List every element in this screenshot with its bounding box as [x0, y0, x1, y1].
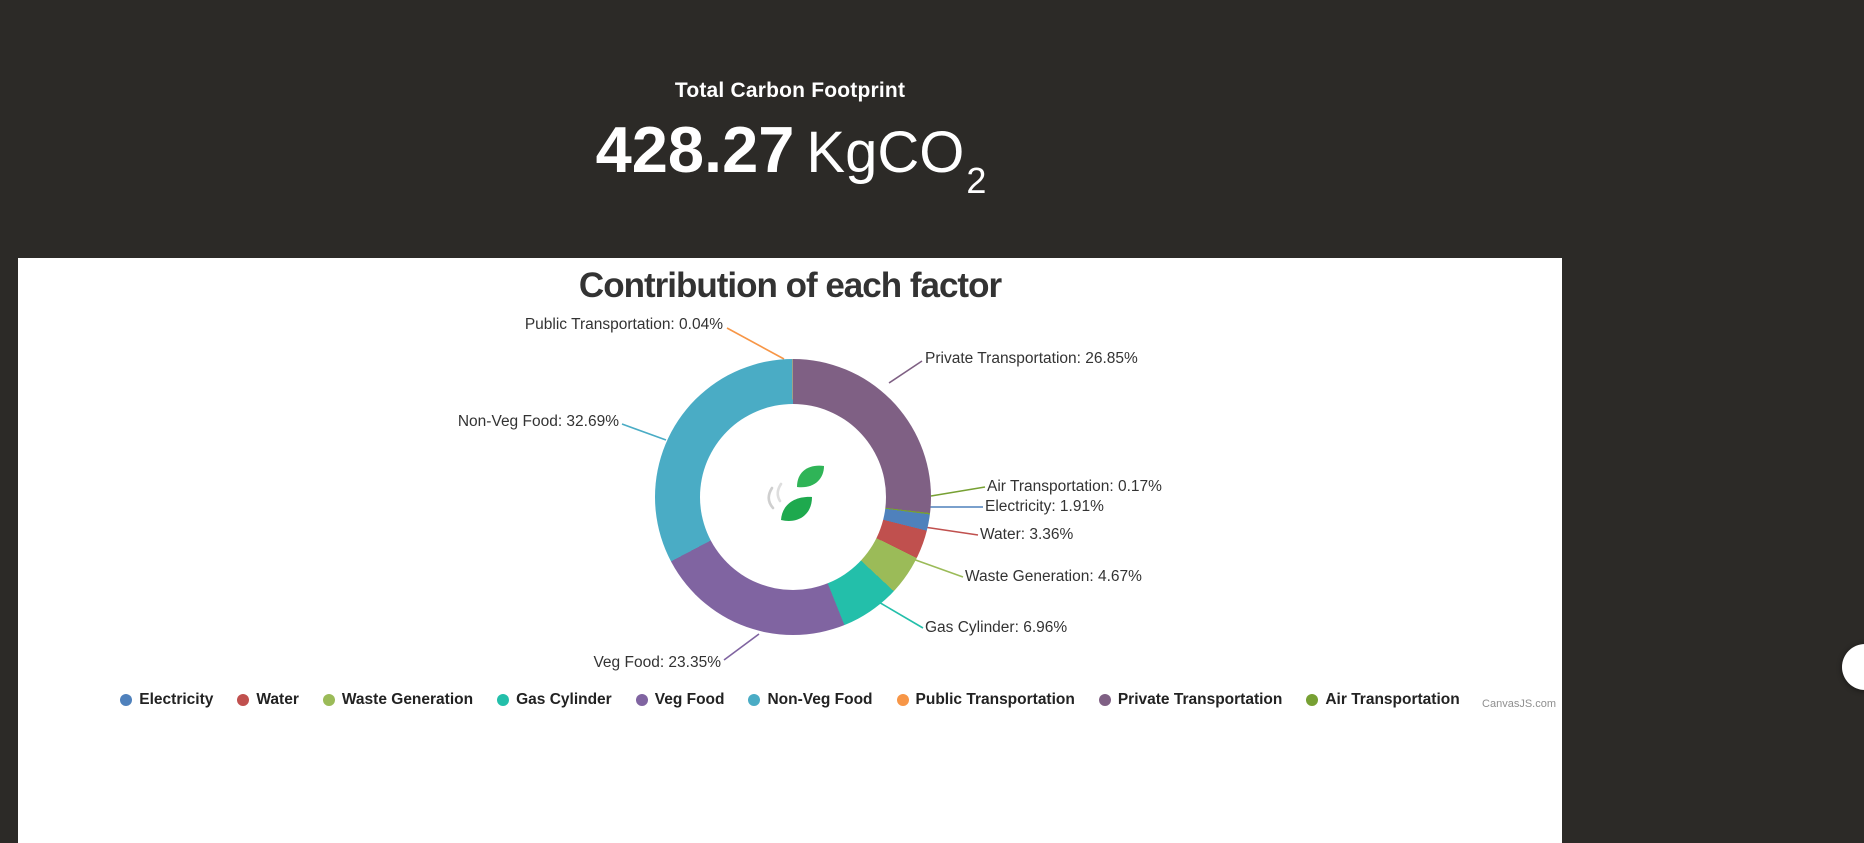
legend-marker-veg-food	[635, 694, 648, 706]
slice-label-waste-generation: Waste Generation: 4.67%	[965, 568, 1142, 585]
legend-item-waste-generation[interactable]: Waste Generation	[322, 691, 474, 709]
legend-item-private-transportation[interactable]: Private Transportation	[1098, 691, 1283, 709]
legend-marker-air-transportation	[1306, 694, 1319, 706]
legend-marker-waste-generation	[322, 694, 335, 706]
legend-item-electricity[interactable]: Electricity	[120, 691, 213, 709]
slice-label-electricity: Electricity: 1.91%	[985, 498, 1104, 515]
slice-label-veg-food: Veg Food: 23.35%	[593, 654, 721, 671]
slice-label-public-transportation: Public Transportation: 0.04%	[524, 316, 723, 333]
legend-label: Water	[256, 691, 299, 708]
legend-label: Veg Food	[654, 691, 725, 708]
slice-label-gas-cylinder: Gas Cylinder: 6.96%	[925, 619, 1068, 636]
footprint-unit-subscript: 2	[966, 159, 987, 201]
legend-label: Public Transportation	[915, 691, 1075, 708]
canvasjs-watermark[interactable]: CanvasJS.com	[1482, 698, 1556, 710]
legend-item-veg-food[interactable]: Veg Food	[635, 691, 725, 709]
legend-label: Air Transportation	[1325, 691, 1460, 708]
slice-label-air-transportation: Air Transportation: 0.17%	[987, 478, 1162, 495]
slice-label-private-transportation: Private Transportation: 26.85%	[925, 350, 1138, 367]
legend-item-air-transportation[interactable]: Air Transportation	[1306, 691, 1460, 709]
legend-item-non-veg-food[interactable]: Non-Veg Food	[748, 691, 873, 709]
legend-label: Gas Cylinder	[516, 691, 612, 708]
legend-marker-private-transportation	[1098, 694, 1111, 706]
legend-marker-electricity	[120, 694, 133, 706]
legend-marker-public-transportation	[896, 694, 909, 706]
slice-label-non-veg-food: Non-Veg Food: 32.69%	[457, 413, 619, 430]
leaf-icon	[756, 462, 830, 533]
total-footprint-value: 428.27 KgCO2	[18, 117, 1562, 201]
legend-label: Private Transportation	[1117, 691, 1283, 708]
legend-label: Non-Veg Food	[767, 691, 873, 708]
floating-action-button[interactable]	[1842, 644, 1864, 690]
footprint-number: 428.27	[595, 113, 795, 186]
footprint-unit: KgCO2	[806, 120, 987, 201]
slice-label-water: Water: 3.36%	[980, 526, 1074, 543]
legend-marker-water	[237, 694, 250, 706]
chart-card: Contribution of each factor Electricity:…	[18, 258, 1562, 843]
legend-item-public-transportation[interactable]: Public Transportation	[896, 691, 1075, 709]
chart-legend: Electricity Water Waste Generation Gas Cyli…	[18, 691, 1562, 709]
chart-title: Contribution of each factor	[578, 266, 1002, 305]
legend-label: Electricity	[139, 691, 214, 708]
doughnut-hole	[700, 404, 886, 590]
total-footprint-header: Total Carbon Footprint 428.27 KgCO2	[18, 0, 1562, 258]
legend-marker-gas-cylinder	[497, 694, 510, 706]
legend-label: Waste Generation	[341, 691, 474, 708]
legend-item-water[interactable]: Water	[237, 691, 299, 709]
legend-marker-non-veg-food	[748, 694, 761, 706]
total-footprint-title: Total Carbon Footprint	[674, 79, 906, 102]
legend-item-gas-cylinder[interactable]: Gas Cylinder	[497, 691, 612, 709]
